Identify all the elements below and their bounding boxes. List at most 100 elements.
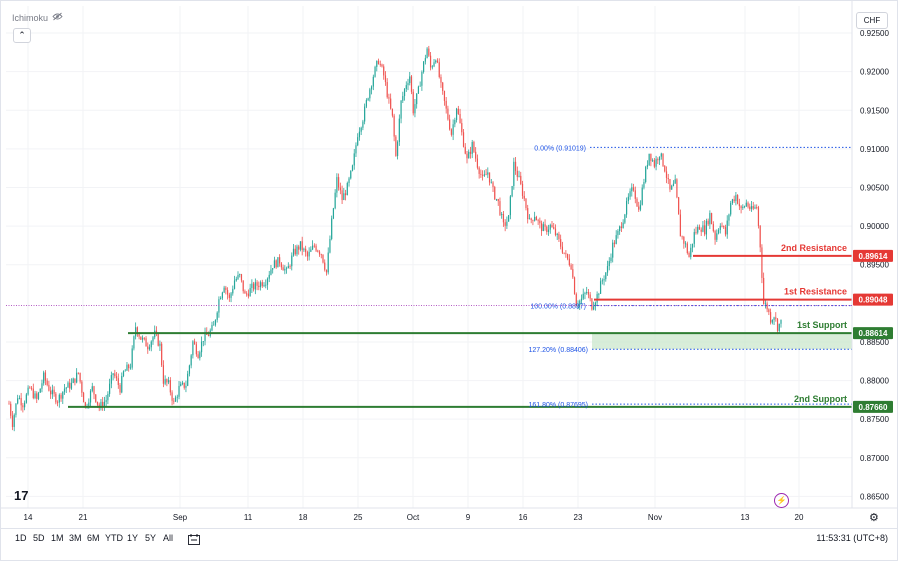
currency-selector[interactable]: CHF	[856, 12, 888, 29]
candle-body	[157, 333, 159, 346]
candle-body	[740, 206, 742, 209]
candle-body	[141, 337, 144, 340]
candle-body	[665, 171, 668, 178]
candle-body	[339, 187, 341, 191]
price-chart[interactable]: 2nd Resistance 1st Resistance 1st Support 2…	[0, 0, 898, 528]
candle-body	[561, 246, 564, 253]
candle-body	[697, 226, 699, 233]
price-tag-value: 0.89048	[859, 296, 888, 305]
candle-body	[737, 195, 739, 204]
candle-body	[232, 288, 234, 294]
time-tick: Oct	[407, 513, 420, 522]
time-tick: Sep	[173, 513, 188, 522]
candle-body	[362, 121, 364, 128]
time-axis[interactable]: 14 21 Sep 11 18 25 Oct 9 16 23 Nov 13 20	[0, 507, 898, 522]
candle-body	[272, 268, 274, 270]
indicator-label[interactable]: Ichimoku	[12, 12, 63, 23]
range-button[interactable]: 1M	[51, 533, 64, 543]
candle-body	[270, 269, 272, 275]
candle-body	[593, 306, 595, 310]
candle-body	[233, 280, 236, 289]
candle-body	[683, 236, 685, 244]
candle-body	[204, 332, 206, 342]
candle-body	[360, 127, 362, 132]
range-button[interactable]: 5Y	[145, 533, 157, 543]
candle-body	[187, 373, 189, 386]
time-tick: 14	[24, 513, 33, 522]
candle-body	[419, 85, 421, 87]
candle-body	[551, 224, 553, 228]
eye-off-icon[interactable]	[52, 12, 63, 23]
candle-body	[60, 394, 62, 399]
gear-icon[interactable]: ⚙	[869, 512, 879, 524]
support-zone	[592, 333, 852, 350]
range-button[interactable]: All	[163, 533, 174, 543]
candle-body	[25, 394, 27, 403]
price-tick: 0.88000	[860, 377, 889, 386]
candle-body	[119, 384, 121, 393]
price-axis[interactable]: 0.92500 0.92000 0.91500 0.91000 0.90500 0.900…	[851, 0, 893, 508]
range-button[interactable]: 5D	[33, 533, 45, 543]
candle-body	[167, 380, 170, 383]
candle-body	[669, 179, 671, 190]
candle-body	[586, 292, 588, 293]
candle-body	[710, 213, 713, 225]
candle-body	[658, 156, 661, 161]
calendar-range-icon[interactable]	[188, 532, 200, 545]
candle-body	[690, 247, 692, 258]
range-button[interactable]: 3M	[69, 533, 82, 543]
candle-body	[44, 372, 47, 381]
candle-body	[240, 274, 243, 281]
fib-label: 127.20% (0.88406)	[528, 347, 588, 354]
candle-body	[32, 388, 34, 398]
candle-body	[379, 64, 381, 65]
candle-body	[563, 252, 565, 254]
candle-body	[107, 393, 109, 401]
clock-readout[interactable]: 11:53:31 (UTC+8)	[816, 533, 888, 543]
tradingview-logo: 17	[14, 488, 29, 503]
candle-body	[96, 401, 99, 405]
candle-body	[525, 198, 527, 209]
candle-body	[388, 97, 390, 99]
candle-body	[282, 267, 284, 271]
candle-body	[327, 252, 329, 273]
candle-body	[488, 172, 491, 183]
candle-body	[226, 289, 229, 295]
chevron-up-icon[interactable]: ⌃	[13, 28, 31, 43]
candle-body	[322, 254, 324, 263]
candle-body	[82, 392, 85, 403]
time-tick: 25	[354, 513, 363, 522]
candle-body	[671, 185, 673, 190]
candle-body	[15, 403, 17, 415]
candle-body	[605, 272, 607, 280]
candle-body	[409, 76, 411, 84]
candle-body	[738, 203, 740, 207]
candle-body	[560, 239, 562, 247]
candle-body	[544, 224, 546, 227]
range-button[interactable]: 1Y	[127, 533, 139, 543]
candle-body	[431, 66, 433, 68]
candle-body	[402, 96, 404, 101]
candle-body	[294, 248, 296, 255]
fib-label: 0.00% (0.91019)	[534, 145, 586, 152]
candle-body	[547, 229, 550, 232]
candle-body	[46, 380, 48, 385]
candle-body	[478, 167, 480, 174]
candle-body	[645, 166, 647, 182]
candle-body	[225, 287, 227, 290]
time-tick: Nov	[648, 513, 662, 522]
candle-body	[412, 91, 414, 114]
range-button[interactable]: YTD	[105, 533, 123, 543]
range-button[interactable]: 6M	[87, 533, 100, 543]
candle-body	[749, 206, 751, 210]
range-button[interactable]: 1D	[15, 533, 27, 543]
candle-body	[743, 206, 746, 208]
candle-body	[686, 243, 688, 253]
candle-body	[594, 302, 596, 307]
candle-body	[678, 197, 680, 215]
candle-body	[410, 76, 413, 92]
candle-body	[220, 298, 222, 300]
lightning-icon[interactable]: ⚡	[774, 493, 789, 508]
candle-body	[53, 389, 55, 394]
candle-body	[207, 334, 210, 336]
